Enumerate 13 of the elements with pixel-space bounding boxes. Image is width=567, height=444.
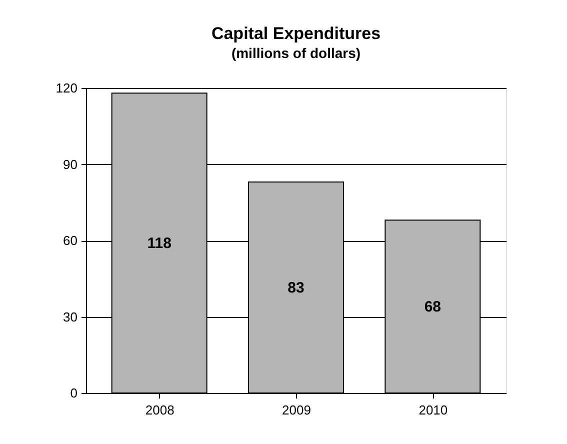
chart-subtitle: (millions of dollars) — [231, 45, 361, 61]
x-tick-label: 2008 — [145, 402, 174, 418]
x-tick-label: 2009 — [282, 402, 311, 418]
y-tick-label: 30 — [63, 309, 78, 324]
data-label: 83 — [288, 280, 304, 297]
y-tick-label: 90 — [63, 156, 78, 172]
y-tick-label: 60 — [63, 233, 78, 248]
chart-title: Capital Expenditures — [211, 24, 381, 43]
x-tick-label: 2010 — [418, 402, 448, 418]
y-tick-label: 0 — [70, 386, 78, 400]
y-tick-label: 120 — [56, 80, 78, 96]
data-label: 68 — [424, 298, 442, 316]
data-label: 118 — [147, 235, 172, 252]
